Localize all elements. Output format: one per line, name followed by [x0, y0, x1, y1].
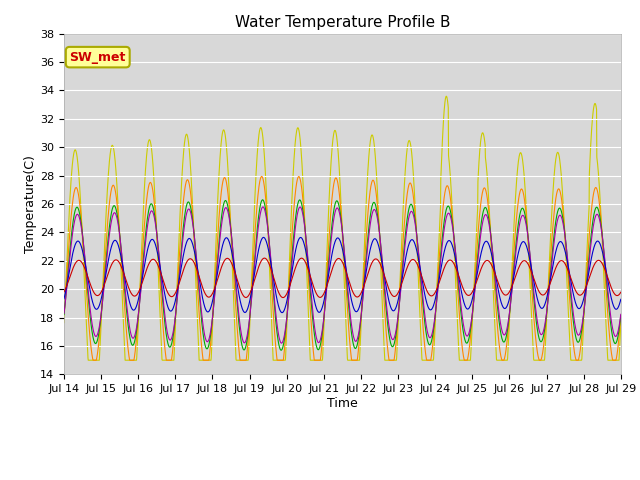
- Text: SW_met: SW_met: [70, 51, 126, 64]
- Title: Water Temperature Profile B: Water Temperature Profile B: [235, 15, 450, 30]
- X-axis label: Time: Time: [327, 397, 358, 410]
- Legend: 0cm, +5cm, +10cm, +30cm, +50cm, TC_temp11: 0cm, +5cm, +10cm, +30cm, +50cm, TC_temp1…: [79, 479, 605, 480]
- Y-axis label: Temperature(C): Temperature(C): [24, 155, 37, 253]
